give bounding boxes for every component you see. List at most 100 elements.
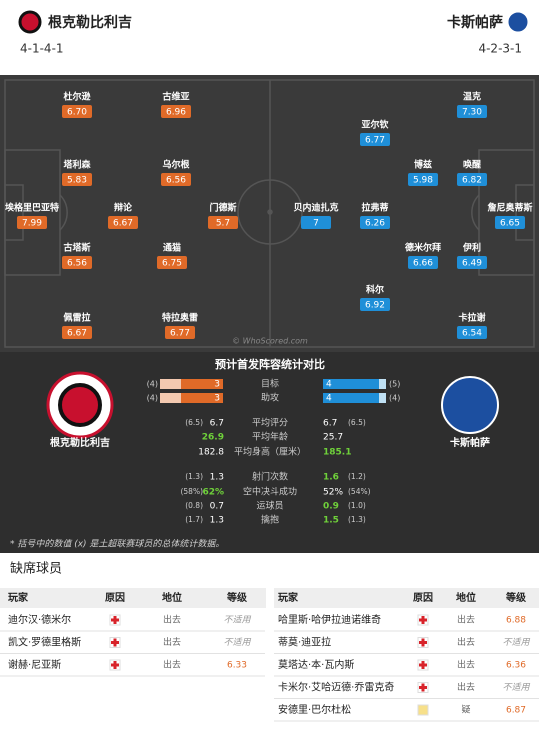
rating-badge bbox=[457, 256, 487, 269]
player-name: 德米尔拜 bbox=[405, 242, 441, 254]
player-rating: 6.82 bbox=[462, 176, 482, 186]
stat-label: 平均身高（厘米） bbox=[234, 446, 306, 458]
player-name: 唤醒 bbox=[463, 159, 481, 171]
player-rating: 6.75 bbox=[162, 259, 182, 269]
player-name: 埃格里巴亚特 bbox=[5, 202, 59, 214]
home-league: (58%) bbox=[180, 487, 203, 496]
player-name: 门德斯 bbox=[209, 202, 236, 214]
status: 出去 bbox=[457, 681, 475, 693]
player: 迪尔汉·德米尔 bbox=[8, 613, 71, 626]
home-league: (0.8) bbox=[185, 501, 203, 510]
away-league: (1.3) bbox=[348, 515, 366, 524]
status: 出去 bbox=[163, 659, 181, 671]
table-header: 地位 bbox=[162, 591, 182, 604]
player-name: 乌尔根 bbox=[162, 159, 190, 171]
status: 出去 bbox=[163, 636, 181, 648]
rating: 6.36 bbox=[506, 661, 526, 671]
player: 凯文·罗德里格斯 bbox=[8, 636, 81, 649]
away-league: (6.5) bbox=[348, 418, 366, 427]
table-header: 地位 bbox=[456, 591, 476, 604]
home-bar-value: 3 bbox=[214, 394, 220, 404]
rating-badge bbox=[360, 216, 390, 229]
home-league: (1.3) bbox=[185, 472, 203, 481]
player-name: 塔利森 bbox=[63, 159, 91, 171]
status: 出去 bbox=[457, 659, 475, 671]
player-name: 特拉奥雷 bbox=[162, 312, 198, 324]
away-league: (1.0) bbox=[348, 501, 366, 510]
home-bar bbox=[181, 379, 223, 389]
rating-badge bbox=[108, 216, 138, 229]
player-name: 伊利 bbox=[462, 242, 481, 254]
home-league: (4) bbox=[147, 380, 158, 389]
rating: 不适用 bbox=[502, 637, 530, 648]
home-logo bbox=[18, 10, 42, 34]
player-name: 贝内迪扎克 bbox=[293, 202, 338, 214]
away-value: 52% bbox=[323, 488, 343, 498]
home-value: 1.3 bbox=[210, 516, 224, 526]
away-value: 6.7 bbox=[323, 419, 337, 429]
table-header-bg bbox=[274, 588, 539, 608]
pitch-lines bbox=[4, 79, 535, 348]
away-league: (5) bbox=[389, 380, 400, 389]
away-league: (1.2) bbox=[348, 472, 366, 481]
player-name: 温克 bbox=[463, 91, 481, 103]
home-value: 1.3 bbox=[210, 473, 224, 483]
stat-label: 助攻 bbox=[261, 392, 279, 404]
player: 谢赫·尼亚斯 bbox=[8, 658, 61, 671]
rating-badge bbox=[457, 326, 487, 339]
away-stats-name: 卡斯帕萨 bbox=[450, 436, 490, 449]
player-name: 亚尔钦 bbox=[361, 119, 388, 131]
status: 出去 bbox=[457, 614, 475, 626]
player-name: 拉弗蒂 bbox=[361, 202, 388, 214]
player-rating: 7.30 bbox=[462, 108, 482, 118]
player-rating: 6.70 bbox=[67, 108, 87, 118]
home-league: (4) bbox=[147, 394, 158, 403]
player: 哈里斯·哈伊拉迪诺维奇 bbox=[278, 613, 381, 626]
player-name: 佩雷拉 bbox=[63, 312, 90, 324]
player-name: 卡拉谢 bbox=[458, 312, 485, 324]
table-header: 原因 bbox=[413, 592, 433, 604]
player-rating: 6.56 bbox=[67, 259, 87, 269]
watermark: © WhoScored.com bbox=[232, 337, 308, 346]
rating-badge bbox=[360, 133, 390, 146]
player-name: 辩论 bbox=[114, 202, 133, 214]
away-formation: 4-2-3-1 bbox=[478, 42, 522, 56]
stat-label: 射门次数 bbox=[252, 471, 288, 483]
cross bbox=[111, 663, 119, 667]
rating-badge bbox=[301, 216, 331, 229]
player-rating: 7.99 bbox=[22, 219, 42, 229]
table-header: 玩家 bbox=[278, 591, 299, 604]
away-bar bbox=[323, 379, 379, 389]
rating: 6.33 bbox=[227, 661, 247, 671]
cross bbox=[419, 663, 427, 667]
home-value: 6.7 bbox=[210, 419, 224, 429]
player-rating: 6.77 bbox=[170, 329, 190, 339]
home-bar bbox=[181, 393, 223, 403]
stat-label: 空中决斗成功 bbox=[243, 486, 297, 498]
player-rating: 6.54 bbox=[462, 329, 482, 339]
cross bbox=[111, 618, 119, 622]
table-header: 等级 bbox=[227, 591, 248, 604]
home-bar-value: 3 bbox=[214, 380, 220, 390]
home-value: 62% bbox=[202, 488, 224, 498]
player-rating: 6.65 bbox=[500, 219, 520, 229]
absent-title: 缺席球员 bbox=[10, 561, 62, 577]
away-value: 1.6 bbox=[323, 473, 339, 483]
stat-label: 平均年龄 bbox=[252, 431, 288, 443]
stat-label: 平均评分 bbox=[252, 417, 288, 429]
away-bar-value: 4 bbox=[326, 394, 332, 404]
player-rating: 6.56 bbox=[166, 176, 186, 186]
player: 蒂莫·迪亚拉 bbox=[278, 636, 331, 649]
doubt-icon bbox=[417, 704, 429, 716]
player-rating: 6.67 bbox=[67, 329, 87, 339]
player-rating: 5.83 bbox=[67, 176, 87, 186]
away-logo bbox=[507, 11, 529, 33]
cross bbox=[419, 641, 427, 644]
rating-badge bbox=[408, 173, 438, 186]
rating-badge bbox=[17, 216, 47, 229]
player-rating: 5.7 bbox=[216, 219, 230, 229]
status: 出去 bbox=[457, 636, 475, 648]
player-rating: 6.26 bbox=[365, 219, 385, 229]
player-rating: 7 bbox=[313, 219, 319, 229]
